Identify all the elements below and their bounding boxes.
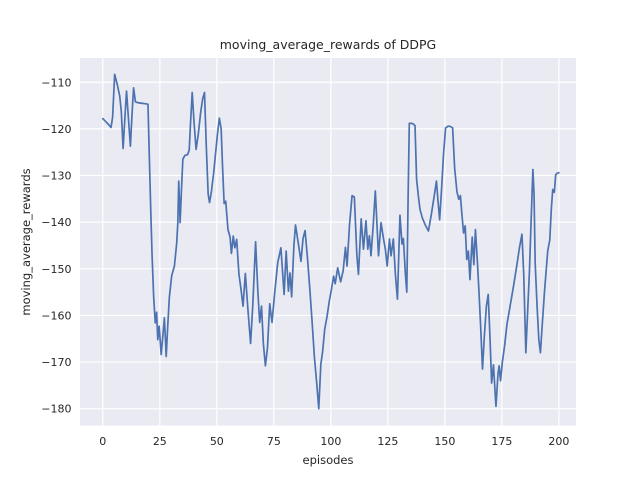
x-tick-label: 75 <box>267 435 281 448</box>
x-tick-label: 25 <box>153 435 167 448</box>
x-tick-label: 200 <box>548 435 569 448</box>
y-tick-label: −110 <box>41 76 71 89</box>
y-tick-label: −150 <box>41 263 71 276</box>
y-tick-label: −170 <box>41 356 71 369</box>
x-tick-label: 100 <box>320 435 341 448</box>
chart-title: moving_average_rewards of DDPG <box>220 37 437 52</box>
y-tick-label: −160 <box>41 309 71 322</box>
x-tick-label: 0 <box>99 435 106 448</box>
y-tick-label: −130 <box>41 170 71 183</box>
x-axis-label: episodes <box>303 453 354 467</box>
y-tick-label: −180 <box>41 403 71 416</box>
y-axis-label: moving_average_rewards <box>19 168 33 315</box>
reward-line-series <box>101 73 560 410</box>
x-tick-label: 50 <box>210 435 224 448</box>
x-tick-label: 175 <box>491 435 512 448</box>
y-axis-ticks: −110 −120 −130 −140 −150 −160 −170 −180 <box>41 76 71 415</box>
y-tick-label: −140 <box>41 216 71 229</box>
x-tick-label: 150 <box>434 435 455 448</box>
x-tick-label: 125 <box>377 435 398 448</box>
x-axis-ticks: 0 25 50 75 100 125 150 175 200 <box>99 435 569 448</box>
y-tick-label: −120 <box>41 123 71 136</box>
